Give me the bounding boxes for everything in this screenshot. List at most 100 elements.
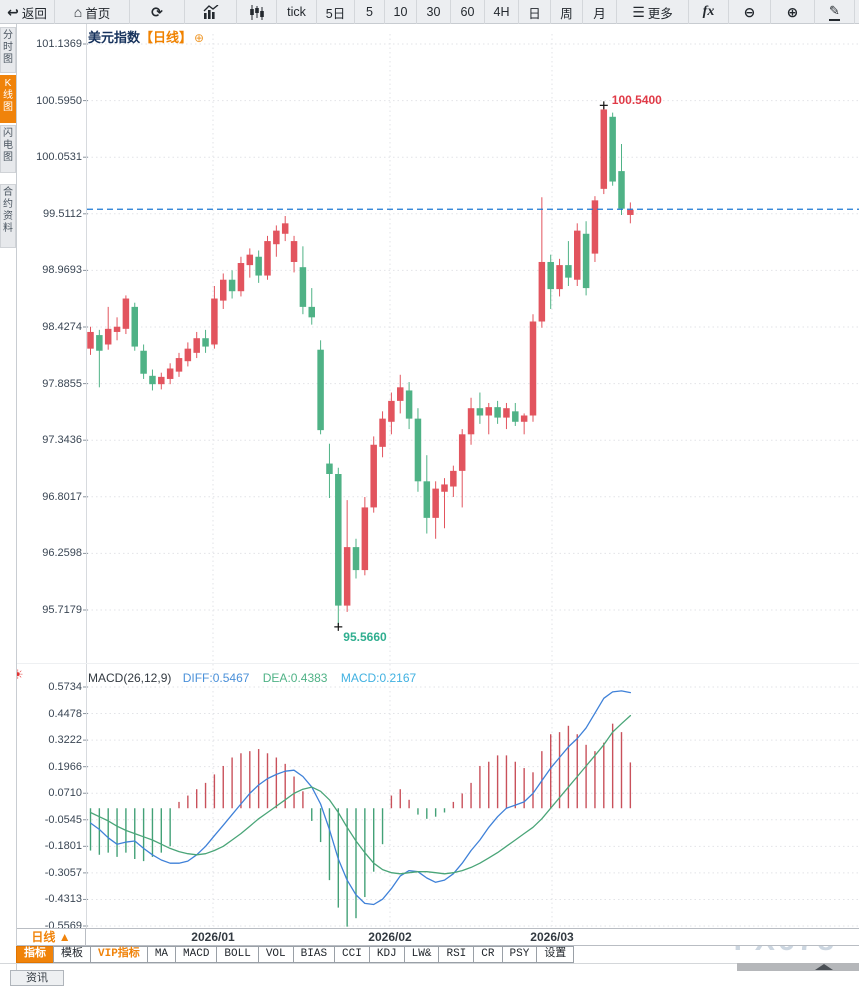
kline-chart-button[interactable] bbox=[237, 0, 277, 24]
tab-kdj[interactable]: KDJ bbox=[368, 946, 405, 963]
tick-button[interactable]: tick bbox=[277, 0, 317, 24]
fx-indicator-button[interactable]: fx bbox=[689, 0, 729, 24]
period-dropdown[interactable]: 日线 ▲ bbox=[17, 929, 86, 945]
date-axis-label: 2026/01 bbox=[191, 930, 235, 944]
horizontal-scrollbar[interactable] bbox=[737, 963, 859, 971]
tab-cr[interactable]: CR bbox=[473, 946, 503, 963]
price-axis-label: 97.3436 bbox=[42, 434, 82, 447]
scrollbar-expand-icon[interactable] bbox=[815, 964, 833, 970]
more-icon: ☰ bbox=[632, 4, 645, 20]
tab-设置[interactable]: 设置 bbox=[536, 946, 575, 963]
tab-cci[interactable]: CCI bbox=[334, 946, 370, 963]
sidebar-item-lightning-chart[interactable]: 闪电图 bbox=[0, 125, 16, 173]
back-button[interactable]: ↩ 返回 bbox=[0, 0, 55, 24]
instrument-name: 美元指数 bbox=[88, 30, 141, 45]
price-axis-label: 98.4274 bbox=[42, 321, 82, 333]
macd-macd-value: MACD:0.2167 bbox=[340, 671, 417, 685]
price-axis-label: 101.1369 bbox=[36, 38, 82, 50]
price-axis-label: 95.7179 bbox=[42, 604, 82, 616]
macd-axis-label: 0.5734 bbox=[48, 681, 82, 693]
tab-boll[interactable]: BOLL bbox=[216, 946, 259, 963]
period-label: 【日线】 bbox=[140, 30, 193, 45]
sidebar-item-kline-chart[interactable]: K线图 bbox=[0, 75, 16, 123]
price-axis-label: 100.5950 bbox=[36, 94, 82, 107]
macd-axis-label: -0.3057 bbox=[44, 866, 82, 879]
tab-news[interactable]: 资讯 bbox=[10, 970, 64, 986]
zoom-out-icon: ⊖ bbox=[743, 4, 756, 20]
tab-macd[interactable]: MACD bbox=[175, 946, 218, 963]
high-low-markers bbox=[334, 101, 608, 631]
toolbar-item-label: 更多 bbox=[647, 6, 673, 21]
back-icon: ↩ bbox=[7, 4, 19, 20]
toolbar-item-label: 4H bbox=[493, 5, 510, 19]
more-button[interactable]: ☰ 更多 bbox=[617, 0, 689, 24]
home-icon: ⌂ bbox=[73, 4, 83, 20]
macd-axis-label: -0.1801 bbox=[44, 840, 82, 853]
tab-指标[interactable]: 指标 bbox=[16, 946, 54, 963]
sidebar-item-contract-info[interactable]: 合约资料 bbox=[0, 184, 16, 248]
tab-模板[interactable]: 模板 bbox=[53, 946, 91, 963]
toolbar-item-label: 返回 bbox=[21, 6, 47, 21]
price-axis-label: 96.2598 bbox=[42, 547, 82, 560]
period-30-button[interactable]: 30 bbox=[417, 0, 451, 24]
tab-ma[interactable]: MA bbox=[146, 946, 177, 963]
macd-params: MACD(26,12,9) bbox=[88, 671, 172, 685]
period-week-button[interactable]: 周 bbox=[551, 0, 583, 24]
add-compare-icon[interactable]: ⊕ bbox=[194, 31, 205, 45]
macd-dea-value: DEA:0.4383 bbox=[262, 671, 328, 685]
period-4h-button[interactable]: 4H bbox=[485, 0, 519, 24]
zoom-in-icon: ⊕ bbox=[786, 4, 799, 20]
zoom-out-button[interactable]: ⊖ bbox=[729, 0, 771, 24]
date-axis-row: 日线 ▲ 2026/01 2026/02 2026/03 bbox=[17, 928, 859, 946]
period-10-button[interactable]: 10 bbox=[385, 0, 417, 24]
macd-header: MACD(26,12,9) DIFF:0.5467 DEA:0.4383 MAC… bbox=[88, 671, 416, 685]
refresh-icon: ⟳ bbox=[151, 4, 163, 20]
price-axis-label: 100.0531 bbox=[36, 151, 82, 164]
macd-axis-label: 0.3222 bbox=[48, 734, 82, 747]
price-axis-label: 98.9693 bbox=[42, 264, 82, 277]
chart-title: 美元指数【日线】 ⊕ bbox=[88, 27, 204, 46]
toolbar-item-label: 60 bbox=[460, 5, 475, 19]
period-day-button[interactable]: 日 bbox=[519, 0, 551, 24]
chart-type-sidebar: 分时图 K线图闪电图合约资料 bbox=[0, 24, 17, 980]
period-5-button[interactable]: 5 bbox=[355, 0, 385, 24]
period-5d-button[interactable]: 5日 bbox=[317, 0, 355, 24]
bottom-divider bbox=[0, 963, 859, 964]
tab-vol[interactable]: VOL bbox=[257, 946, 294, 963]
macd-axis-label: 0.0710 bbox=[48, 787, 82, 800]
candlestick-series bbox=[87, 106, 634, 626]
tab-bias[interactable]: BIAS bbox=[292, 946, 336, 963]
macd-panel-graphics bbox=[89, 690, 632, 927]
toolbar-item-label: 30 bbox=[426, 5, 441, 19]
tab-lw[interactable]: LW& bbox=[403, 946, 440, 963]
tab-psy[interactable]: PSY bbox=[501, 946, 538, 963]
macd-axis-label: -0.0545 bbox=[44, 813, 82, 826]
toolbar-item-label: 月 bbox=[593, 6, 606, 21]
macd-axis-label: 0.4478 bbox=[48, 707, 82, 720]
zoom-in-button[interactable]: ⊕ bbox=[771, 0, 815, 24]
indicator-tab-bar: 指标 模板 VIP指标 MA MACD BOLL VOL BIAS CCI KDJ LW& RSI CR… bbox=[16, 946, 575, 963]
price-axis-label: 97.8855 bbox=[42, 377, 82, 390]
tab-vip指标[interactable]: VIP指标 bbox=[90, 946, 148, 963]
toolbar-item-label: 10 bbox=[393, 5, 408, 19]
price-axis-label: 96.8017 bbox=[42, 490, 82, 503]
sidebar-item-time-chart[interactable]: 分时图 bbox=[0, 27, 16, 73]
bar-chart-button[interactable] bbox=[185, 0, 237, 24]
period-month-button[interactable]: 月 bbox=[583, 0, 617, 24]
bar-chart-icon bbox=[203, 5, 218, 19]
macd-axis-label: -0.4313 bbox=[44, 893, 82, 906]
home-button[interactable]: ⌂ 首页 bbox=[55, 0, 130, 24]
refresh-button[interactable]: ⟳ bbox=[130, 0, 185, 24]
low-price-annotation: 95.5660 bbox=[343, 629, 387, 644]
period-60-button[interactable]: 60 bbox=[451, 0, 485, 24]
macd-settings-icon[interactable]: ☀ bbox=[12, 667, 24, 682]
toolbar-item-label: 周 bbox=[560, 6, 573, 21]
toolbar-item-label: 首页 bbox=[85, 6, 111, 21]
draw-pencil-button[interactable]: ✎ bbox=[815, 0, 855, 24]
tab-rsi[interactable]: RSI bbox=[438, 946, 475, 963]
gridlines bbox=[17, 24, 859, 928]
high-price-annotation: 100.5400 bbox=[611, 93, 662, 108]
date-axis-label: 2026/02 bbox=[368, 930, 412, 944]
